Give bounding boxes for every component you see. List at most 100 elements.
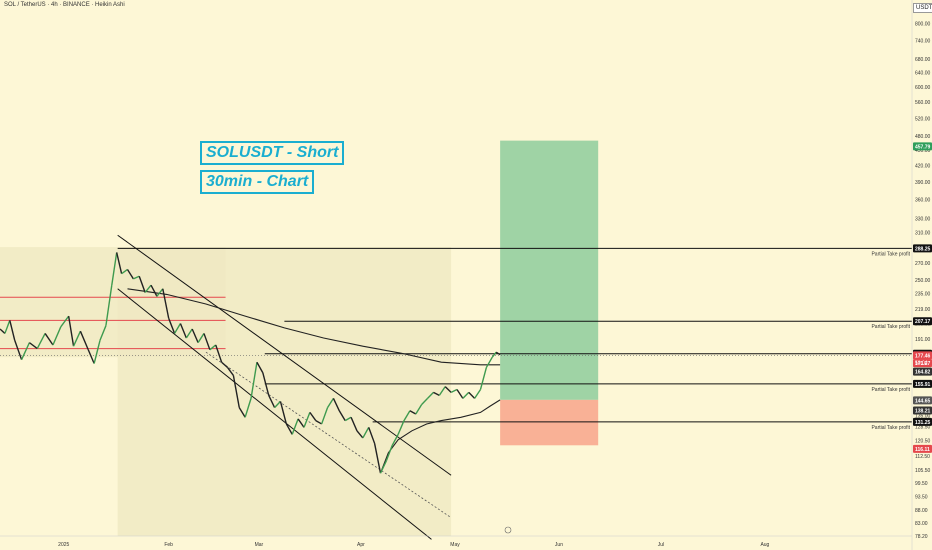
annotation-timeframe: 30min - Chart	[200, 170, 315, 194]
y-tick-label-9: 420.00	[915, 163, 931, 169]
price-segment-63	[373, 443, 382, 474]
price-segment-31	[185, 328, 193, 339]
price-segment-48	[285, 423, 293, 435]
side-badge-5: 116.11	[915, 447, 930, 453]
price-segment-2	[4, 320, 11, 334]
price-segment-27	[162, 288, 170, 319]
current-price-badge-bg	[913, 351, 932, 360]
side-badge-0-bg	[913, 142, 932, 151]
y-tick-label-10: 390.00	[915, 180, 931, 186]
price-segment-38	[226, 367, 234, 376]
y-tick-label-7: 480.00	[915, 134, 931, 140]
price-segment-42	[250, 362, 258, 399]
side-badge-4: 138.21	[915, 408, 931, 414]
price-segment-24	[144, 284, 152, 293]
price-segment-53	[315, 419, 322, 425]
price-segment-13	[79, 330, 89, 351]
price-segment-45	[268, 395, 276, 408]
price-segment-73	[433, 391, 440, 396]
side-badge-1-bg	[913, 359, 932, 368]
price-segment-77	[456, 389, 464, 399]
y-tick-label-3: 640.00	[915, 71, 931, 77]
price-segment-23	[138, 276, 146, 293]
y-tick-label-25: 135.00	[915, 414, 931, 420]
price-segment-52	[309, 411, 317, 421]
price-segment-65	[385, 445, 393, 462]
y-tick-label-5: 560.00	[915, 100, 931, 106]
price-segment-10	[60, 315, 70, 328]
price-segment-28	[168, 317, 176, 334]
y-tick-label-26: 128.50	[915, 425, 931, 431]
price-segment-67	[397, 420, 405, 435]
price-segment-15	[93, 340, 101, 364]
price-segment-55	[326, 397, 335, 408]
price-segment-22	[133, 275, 140, 280]
side-badge-0: 457.79	[915, 144, 931, 150]
y-tick-label-0: 800.00	[915, 21, 931, 27]
side-badge-2-bg	[913, 367, 932, 376]
x-tick-label-4: May	[450, 542, 460, 548]
event-marker-icon[interactable]	[504, 526, 512, 534]
price-segment-57	[338, 410, 346, 421]
price-segment-83	[491, 351, 497, 358]
y-tick-label-20: 191.00	[915, 337, 931, 343]
profit-zone[interactable]	[500, 140, 599, 400]
price-segment-19	[116, 252, 123, 274]
price-segment-32	[191, 328, 199, 343]
price-segment-6	[28, 342, 38, 350]
price-segment-50	[297, 418, 305, 428]
moving-average-slow	[127, 288, 501, 366]
price-segment-72	[427, 391, 434, 399]
symbol-title: SOL / TetherUS · 4h · BINANCE · Heikin A…	[4, 2, 125, 8]
price-segment-81	[479, 367, 488, 390]
price-segment-76	[450, 388, 458, 394]
x-tick-label-7: Aug	[760, 542, 769, 548]
price-segment-8	[44, 333, 54, 346]
take-profit-label-4: Partial Take profit	[871, 425, 910, 431]
side-badge-1: 171.27	[915, 361, 931, 367]
level-badge-4: 131.25	[915, 420, 931, 426]
price-segment-59	[350, 416, 358, 432]
price-segment-46	[274, 400, 281, 409]
level-badge-3: 155.91	[915, 382, 931, 388]
price-segment-1	[0, 328, 6, 334]
loss-zone[interactable]	[500, 399, 599, 446]
side-badge-4-bg	[913, 406, 932, 415]
y-tick-label-11: 360.00	[915, 197, 931, 203]
price-segment-75	[444, 386, 452, 393]
price-segment-82	[485, 356, 493, 368]
price-segment-39	[232, 375, 240, 408]
price-segment-51	[303, 412, 311, 428]
y-tick-label-15: 270.00	[915, 261, 931, 267]
price-segment-36	[215, 344, 223, 363]
channel-lower-line[interactable]	[117, 288, 432, 540]
price-segment-30	[179, 323, 187, 339]
currency-badge[interactable]: USDT	[913, 3, 932, 13]
current-price-badge: 177.46	[915, 353, 931, 359]
y-tick-label-31: 93.50	[915, 495, 928, 501]
price-segment-41	[244, 398, 252, 418]
y-tick-label-12: 330.00	[915, 217, 931, 223]
y-tick-label-13: 310.00	[915, 230, 931, 236]
side-badge-5-bg	[913, 444, 932, 453]
price-segment-20	[121, 268, 128, 275]
level-badge-0-bg	[913, 244, 932, 253]
price-segment-35	[209, 344, 217, 351]
take-profit-label-0: Partial Take profit	[871, 251, 910, 257]
channel-upper-line[interactable]	[117, 234, 452, 476]
price-segment-29	[173, 323, 182, 334]
y-tick-label-27: 120.50	[915, 439, 931, 445]
price-segment-5	[20, 342, 31, 360]
price-segment-44	[262, 372, 270, 396]
y-tick-label-17: 235.00	[915, 291, 931, 297]
y-tick-label-30: 99.50	[915, 481, 928, 487]
price-segment-79	[468, 391, 476, 399]
shaded-zone-1	[117, 247, 452, 537]
price-segment-64	[379, 460, 388, 474]
moving-average-fast	[379, 399, 501, 474]
price-segment-3	[9, 320, 16, 341]
x-tick-label-6: Jul	[658, 542, 664, 548]
y-tick-label-2: 680.00	[915, 57, 931, 63]
level-badge-1-bg	[913, 317, 932, 326]
